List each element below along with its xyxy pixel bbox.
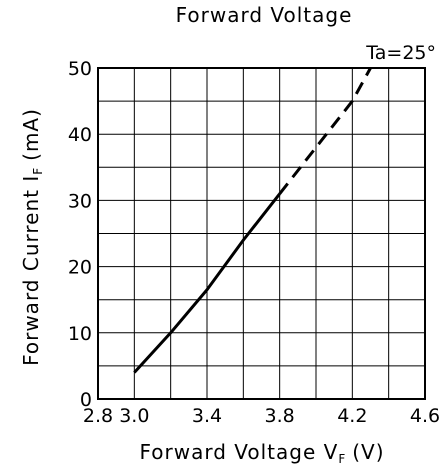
chart-grid bbox=[98, 68, 425, 399]
series-line-solid bbox=[133, 192, 281, 374]
x-tick-label: 3.4 bbox=[192, 405, 222, 427]
x-tick-label: 3.0 bbox=[119, 405, 149, 427]
y-tick-label: 20 bbox=[68, 257, 92, 279]
chart-title: Forward Voltage bbox=[176, 3, 353, 27]
y-axis-label-unit: (mA) bbox=[19, 108, 43, 161]
y-axis-label: Forward Current IF (mA) bbox=[19, 108, 45, 366]
x-axis-label-unit: (V) bbox=[352, 440, 384, 464]
y-tick-label: 40 bbox=[68, 124, 92, 146]
x-tick-label: 4.6 bbox=[410, 405, 439, 427]
x-tick-label: 4.2 bbox=[337, 405, 367, 427]
temperature-annotation: Ta=25° bbox=[365, 42, 436, 64]
y-tick-label: 50 bbox=[68, 58, 92, 80]
y-axis-label-main: Forward Current I bbox=[19, 175, 43, 366]
plot-frame bbox=[97, 67, 426, 400]
x-axis-label-subscript: F bbox=[338, 452, 346, 466]
y-tick-label: 10 bbox=[68, 323, 92, 345]
x-tick-labels: 2.8 3.0 3.4 3.8 4.2 4.6 bbox=[83, 405, 439, 427]
x-tick-label: 2.8 bbox=[83, 405, 113, 427]
series-line-dashed bbox=[278, 67, 372, 195]
y-tick-label: 30 bbox=[68, 190, 92, 212]
x-axis-label-main: Forward Voltage V bbox=[139, 440, 338, 464]
chart-series bbox=[133, 67, 372, 374]
y-tick-label: 0 bbox=[80, 389, 92, 411]
y-axis-label-subscript: F bbox=[31, 167, 45, 175]
y-tick-labels: 0 10 20 30 40 50 bbox=[68, 58, 92, 411]
x-axis-label: Forward Voltage VF (V) bbox=[139, 440, 384, 466]
x-tick-label: 3.8 bbox=[265, 405, 295, 427]
